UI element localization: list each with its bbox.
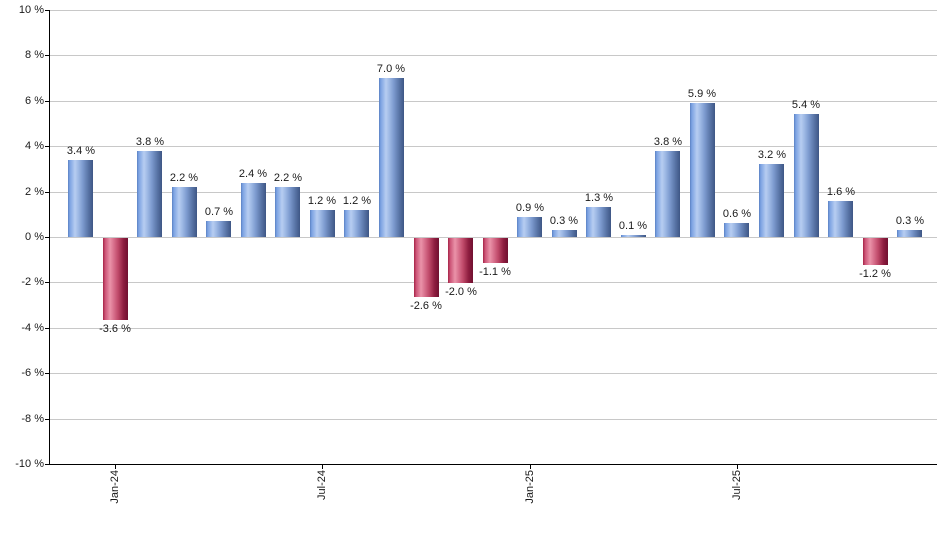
bar[interactable]	[690, 103, 715, 237]
bar[interactable]	[241, 183, 266, 237]
bar-value-label: 5.4 %	[791, 99, 821, 111]
y-tick-mark	[45, 192, 49, 193]
bar[interactable]	[759, 164, 784, 237]
bar-value-label: 3.4 %	[66, 145, 96, 157]
y-tick-mark	[45, 237, 49, 238]
bar[interactable]	[310, 210, 335, 237]
gridline	[49, 192, 937, 193]
y-tick-mark	[45, 373, 49, 374]
y-axis-tick-label: 4 %	[25, 140, 44, 152]
bar[interactable]	[137, 151, 162, 237]
gridline	[49, 419, 937, 420]
x-tick-mark	[737, 465, 738, 469]
bar[interactable]	[275, 187, 300, 237]
bar[interactable]	[863, 238, 888, 265]
y-axis-tick-label: -8 %	[21, 413, 44, 425]
x-axis-tick-label: Jul-24	[316, 470, 328, 500]
y-axis-tick-label: 6 %	[25, 95, 44, 107]
bar[interactable]	[897, 230, 922, 237]
gridline	[49, 373, 937, 374]
y-tick-mark	[45, 10, 49, 11]
y-axis-line	[49, 10, 50, 465]
y-axis-tick-label: -10 %	[15, 458, 44, 470]
gridline	[49, 328, 937, 329]
bar-value-label: 1.6 %	[826, 186, 856, 198]
bar-value-label: -2.0 %	[445, 286, 477, 298]
bar-value-label: -2.6 %	[410, 300, 442, 312]
y-tick-mark	[45, 55, 49, 56]
bar-value-label: 3.8 %	[653, 136, 683, 148]
bar[interactable]	[344, 210, 369, 237]
bar-value-label: 3.8 %	[135, 136, 165, 148]
bar-value-label: 1.2 %	[342, 195, 372, 207]
y-axis-tick-label: 0 %	[25, 231, 44, 243]
bar[interactable]	[655, 151, 680, 237]
y-tick-mark	[45, 419, 49, 420]
bar[interactable]	[68, 160, 93, 237]
y-tick-mark	[45, 101, 49, 102]
bar[interactable]	[103, 238, 128, 320]
bar[interactable]	[414, 238, 439, 297]
gridline	[49, 101, 937, 102]
bar-value-label: 2.2 %	[273, 172, 303, 184]
bar-value-label: 0.1 %	[618, 220, 648, 232]
bar-value-label: 0.7 %	[204, 206, 234, 218]
y-axis-tick-label: -6 %	[21, 367, 44, 379]
bar-value-label: 1.3 %	[584, 192, 614, 204]
bar-value-label: 0.3 %	[549, 215, 579, 227]
bar-value-label: -1.2 %	[859, 268, 891, 280]
gridline	[49, 282, 937, 283]
gridline	[49, 55, 937, 56]
bar-value-label: 3.2 %	[757, 149, 787, 161]
y-tick-mark	[45, 146, 49, 147]
bar[interactable]	[172, 187, 197, 237]
bar-value-label: -3.6 %	[99, 323, 131, 335]
y-tick-mark	[45, 282, 49, 283]
gridline	[49, 146, 937, 147]
bar[interactable]	[483, 238, 508, 263]
x-axis-line	[49, 464, 937, 465]
y-tick-mark	[45, 328, 49, 329]
y-axis-tick-label: -2 %	[21, 276, 44, 288]
bar-value-label: 2.4 %	[238, 168, 268, 180]
y-tick-mark	[45, 464, 49, 465]
bar-value-label: 2.2 %	[169, 172, 199, 184]
bar-value-label: 0.9 %	[515, 202, 545, 214]
x-tick-mark	[530, 465, 531, 469]
x-axis-tick-label: Jan-24	[109, 470, 121, 504]
bar[interactable]	[552, 230, 577, 237]
bar[interactable]	[206, 221, 231, 237]
bar-value-label: 0.3 %	[895, 215, 925, 227]
bar[interactable]	[724, 223, 749, 237]
y-axis-tick-label: -4 %	[21, 322, 44, 334]
x-tick-mark	[115, 465, 116, 469]
bar-value-label: 1.2 %	[307, 195, 337, 207]
bar[interactable]	[448, 238, 473, 283]
gridline	[49, 237, 937, 238]
x-axis-tick-label: Jul-25	[731, 470, 743, 500]
bar-value-label: 7.0 %	[376, 63, 406, 75]
bar[interactable]	[828, 201, 853, 237]
x-axis-tick-label: Jan-25	[524, 470, 536, 504]
bar[interactable]	[379, 78, 404, 237]
y-axis-tick-label: 2 %	[25, 186, 44, 198]
gridline	[49, 10, 937, 11]
bar[interactable]	[517, 217, 542, 237]
bar[interactable]	[586, 207, 611, 237]
bar-value-label: 5.9 %	[687, 88, 717, 100]
bar-value-label: -1.1 %	[479, 266, 511, 278]
bar[interactable]	[794, 114, 819, 237]
y-axis-tick-label: 8 %	[25, 49, 44, 61]
bar-value-label: 0.6 %	[722, 208, 752, 220]
x-tick-mark	[322, 465, 323, 469]
bar[interactable]	[621, 235, 646, 237]
y-axis-tick-label: 10 %	[18, 4, 44, 16]
